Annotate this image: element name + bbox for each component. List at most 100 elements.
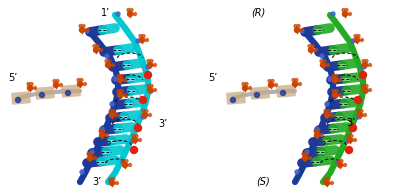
- Circle shape: [105, 59, 108, 63]
- Circle shape: [311, 45, 314, 47]
- Circle shape: [110, 180, 114, 185]
- Circle shape: [108, 59, 111, 63]
- Circle shape: [128, 163, 132, 167]
- Circle shape: [116, 113, 118, 117]
- Circle shape: [317, 130, 320, 133]
- Circle shape: [118, 78, 122, 82]
- Circle shape: [145, 109, 148, 113]
- Circle shape: [135, 135, 138, 137]
- Circle shape: [308, 47, 314, 52]
- Circle shape: [302, 156, 308, 161]
- Circle shape: [125, 159, 128, 163]
- Circle shape: [368, 63, 372, 67]
- Circle shape: [113, 77, 117, 81]
- Circle shape: [300, 29, 304, 31]
- Circle shape: [132, 137, 138, 142]
- FancyBboxPatch shape: [11, 91, 31, 105]
- Circle shape: [116, 12, 120, 16]
- Circle shape: [84, 82, 86, 85]
- Circle shape: [320, 59, 323, 63]
- Circle shape: [100, 133, 104, 137]
- Circle shape: [332, 78, 338, 82]
- Circle shape: [308, 45, 311, 47]
- Circle shape: [354, 139, 356, 141]
- Circle shape: [109, 179, 113, 183]
- Circle shape: [314, 48, 318, 52]
- Circle shape: [297, 25, 300, 27]
- Circle shape: [327, 109, 330, 113]
- Circle shape: [134, 124, 142, 131]
- Circle shape: [30, 82, 33, 85]
- Text: 3’: 3’: [158, 119, 168, 130]
- Circle shape: [146, 38, 148, 41]
- Circle shape: [78, 81, 82, 86]
- Circle shape: [28, 85, 32, 91]
- Circle shape: [154, 63, 156, 67]
- Circle shape: [362, 87, 368, 92]
- Circle shape: [274, 84, 278, 86]
- Circle shape: [335, 90, 338, 92]
- Circle shape: [324, 178, 327, 180]
- Circle shape: [338, 93, 342, 96]
- Circle shape: [340, 159, 343, 163]
- Circle shape: [332, 92, 338, 97]
- Circle shape: [346, 139, 350, 143]
- Circle shape: [323, 59, 326, 63]
- Circle shape: [105, 54, 109, 58]
- Circle shape: [324, 179, 328, 183]
- Circle shape: [100, 48, 102, 52]
- Circle shape: [242, 82, 245, 85]
- Circle shape: [27, 82, 30, 85]
- Circle shape: [53, 80, 56, 82]
- Circle shape: [110, 102, 114, 106]
- Circle shape: [132, 135, 135, 137]
- Circle shape: [320, 63, 326, 68]
- Circle shape: [335, 74, 338, 78]
- Circle shape: [357, 109, 360, 113]
- Circle shape: [351, 39, 355, 43]
- Circle shape: [16, 97, 20, 102]
- Circle shape: [360, 71, 366, 79]
- Circle shape: [118, 92, 122, 97]
- Circle shape: [354, 37, 360, 42]
- Circle shape: [106, 63, 110, 68]
- Circle shape: [80, 79, 83, 81]
- Circle shape: [365, 85, 368, 87]
- Circle shape: [77, 79, 80, 81]
- Circle shape: [295, 170, 299, 174]
- Circle shape: [324, 113, 330, 118]
- Circle shape: [154, 89, 156, 91]
- Circle shape: [134, 13, 136, 15]
- Circle shape: [93, 45, 96, 47]
- Circle shape: [362, 59, 365, 63]
- Circle shape: [294, 25, 297, 27]
- Circle shape: [336, 160, 340, 164]
- Circle shape: [280, 91, 286, 96]
- FancyBboxPatch shape: [250, 86, 270, 100]
- Circle shape: [320, 54, 324, 58]
- Circle shape: [326, 63, 330, 67]
- Circle shape: [362, 63, 368, 68]
- Circle shape: [361, 65, 365, 69]
- Circle shape: [66, 91, 70, 96]
- Circle shape: [354, 96, 362, 103]
- Text: 3’: 3’: [346, 118, 356, 128]
- Circle shape: [144, 71, 152, 79]
- Circle shape: [350, 135, 353, 137]
- Circle shape: [254, 92, 260, 97]
- Circle shape: [120, 90, 123, 92]
- Circle shape: [364, 113, 366, 117]
- Circle shape: [124, 93, 126, 96]
- Circle shape: [305, 152, 308, 156]
- Circle shape: [354, 35, 357, 37]
- Circle shape: [90, 152, 93, 156]
- Circle shape: [124, 79, 126, 81]
- Circle shape: [100, 127, 104, 131]
- Circle shape: [348, 13, 352, 15]
- Circle shape: [324, 180, 330, 185]
- Circle shape: [315, 127, 319, 131]
- Circle shape: [139, 35, 142, 37]
- Circle shape: [346, 146, 352, 153]
- Circle shape: [302, 152, 305, 156]
- Circle shape: [368, 89, 372, 91]
